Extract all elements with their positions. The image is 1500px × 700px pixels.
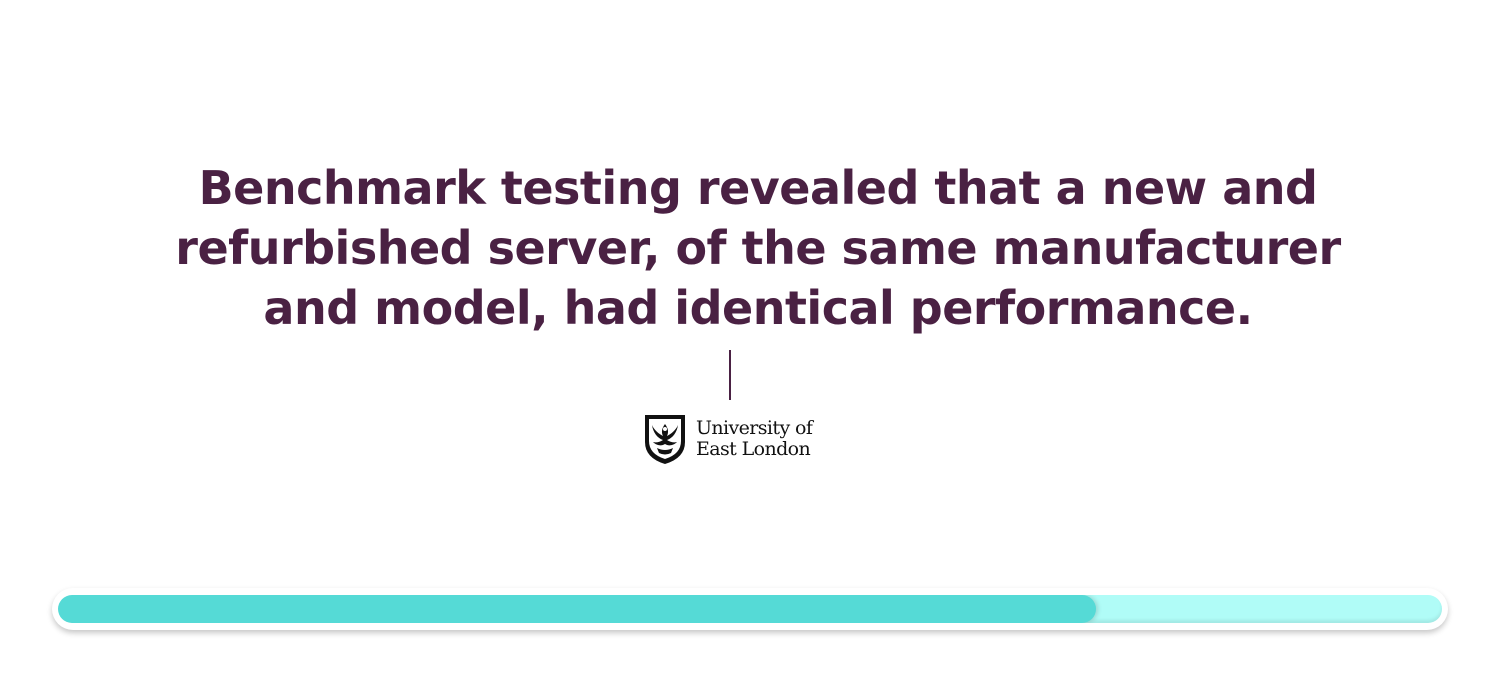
university-crest-icon [645, 415, 685, 464]
vertical-divider [729, 350, 731, 400]
progress-track [58, 595, 1442, 623]
quote-text: Benchmark testing revealed that a new an… [150, 158, 1366, 338]
logo-line-1: University of [696, 417, 813, 439]
progress-fill [58, 595, 1096, 623]
progress-bar [52, 588, 1448, 630]
university-logo: University of East London [642, 410, 822, 468]
quote-line-2: refurbished server, of the same manufact… [175, 221, 1341, 275]
logo-wordmark: University of East London [696, 417, 813, 460]
quote-line-3: and model, had identical performance. [263, 281, 1253, 335]
logo-line-2: East London [696, 438, 811, 460]
quote-line-1: Benchmark testing revealed that a new an… [198, 161, 1318, 215]
